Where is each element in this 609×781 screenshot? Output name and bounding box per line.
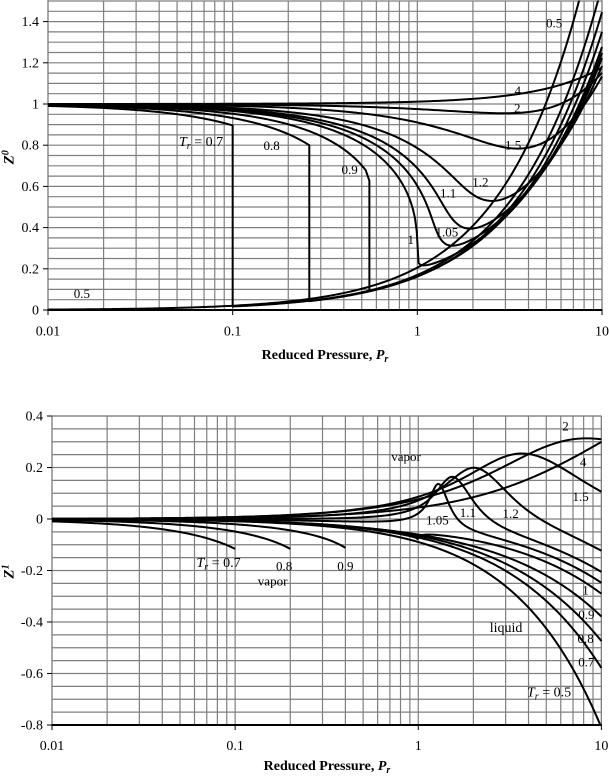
svg-text:1: 1 [582,583,589,598]
svg-text:1: 1 [414,324,421,339]
svg-text:0.9: 0.9 [578,607,594,622]
svg-text:0.8: 0.8 [22,139,40,154]
svg-text:0.8: 0.8 [276,559,292,574]
svg-text:0.01: 0.01 [36,324,61,339]
svg-text:-0.8: -0.8 [21,719,43,734]
svg-text:1: 1 [32,98,39,113]
svg-text:1: 1 [408,232,415,247]
svg-text:0.1: 0.1 [224,324,242,339]
svg-text:0.6: 0.6 [22,180,40,195]
svg-text:-0.2: -0.2 [21,564,43,579]
svg-text:1.05: 1.05 [436,225,459,240]
svg-text:-0.6: -0.6 [21,667,43,682]
svg-text:0.4: 0.4 [26,410,44,425]
svg-text:1.1: 1.1 [440,186,456,201]
svg-text:Reduced Pressure, Pr: Reduced Pressure, Pr [262,348,389,365]
svg-text:vapor: vapor [391,449,421,464]
svg-text:Tr = 0.5: Tr = 0.5 [527,685,571,702]
svg-text:0.01: 0.01 [40,739,65,754]
svg-text:1.5: 1.5 [573,489,589,504]
svg-text:0.9: 0.9 [337,558,353,573]
svg-text:1.2: 1.2 [22,56,40,71]
svg-text:Tr = 0.7: Tr = 0.7 [197,556,241,573]
svg-text:0.2: 0.2 [22,262,40,277]
svg-text:1.2: 1.2 [503,506,519,521]
svg-text:2: 2 [562,419,569,434]
svg-text:0.4: 0.4 [22,221,40,236]
svg-text:1.4: 1.4 [22,15,40,30]
svg-text:2: 2 [514,101,521,116]
svg-text:1.2: 1.2 [472,175,488,190]
svg-text:0.7: 0.7 [578,655,595,670]
svg-text:0.9: 0.9 [342,162,358,177]
svg-text:10: 10 [594,739,608,754]
svg-text:0.8: 0.8 [264,138,280,153]
svg-text:4: 4 [515,83,522,98]
svg-text:liquid: liquid [490,621,523,636]
svg-text:1.5: 1.5 [505,138,521,153]
svg-text:1.1: 1.1 [460,505,476,520]
svg-text:vapor: vapor [258,573,288,588]
svg-text:1.05: 1.05 [426,513,449,528]
svg-text:-0.4: -0.4 [21,616,43,631]
svg-text:0: 0 [32,304,39,319]
svg-text:0.1: 0.1 [226,739,244,754]
svg-text:0.5: 0.5 [74,286,90,301]
svg-text:10: 10 [595,324,609,339]
svg-text:4: 4 [580,454,587,469]
svg-text:1: 1 [415,739,422,754]
svg-text:0.5: 0.5 [546,16,562,31]
svg-text:Reduced Pressure, Pr: Reduced Pressure, Pr [264,759,391,776]
svg-text:0.8: 0.8 [578,631,594,646]
svg-text:0: 0 [36,513,43,528]
svg-text:Tr = 0.7: Tr = 0.7 [179,135,223,152]
svg-text:0.2: 0.2 [26,461,44,476]
